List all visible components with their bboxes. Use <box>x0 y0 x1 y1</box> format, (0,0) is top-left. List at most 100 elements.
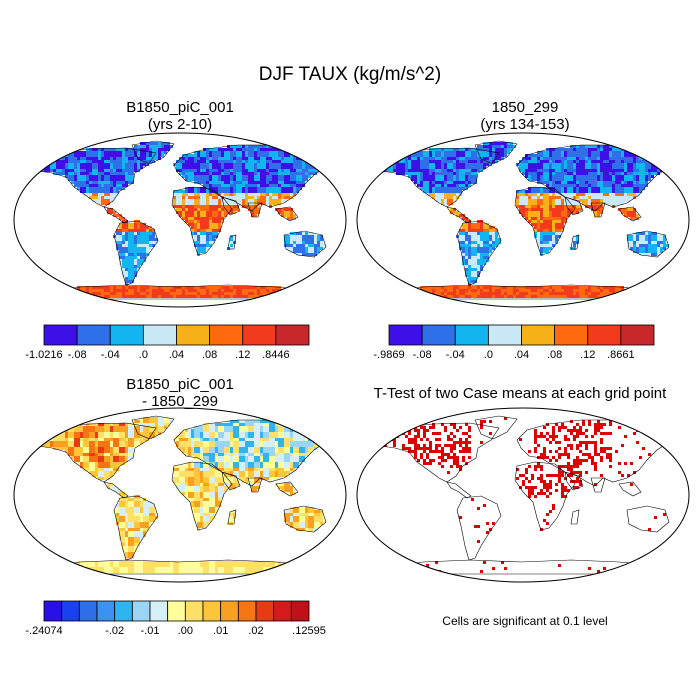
grid-cell <box>510 148 513 151</box>
grid-cell <box>209 226 212 229</box>
grid-cell <box>612 205 615 208</box>
grid-cell <box>203 175 206 178</box>
panel-bl-title: B1850_piC_001 - 1850_299 <box>60 376 300 410</box>
grid-cell <box>266 286 269 289</box>
grid-cell <box>489 238 492 241</box>
grid-cell <box>245 199 248 202</box>
grid-cell <box>633 169 636 172</box>
grid-cell <box>233 193 236 196</box>
grid-cell <box>429 163 432 166</box>
grid-cell <box>468 160 471 163</box>
grid-cell <box>143 256 146 259</box>
grid-cell <box>206 238 209 241</box>
grid-cell <box>230 426 233 429</box>
grid-cell <box>543 223 546 226</box>
grid-cell <box>212 211 215 214</box>
grid-cell <box>621 172 624 175</box>
grid-cell <box>125 241 128 244</box>
grid-cell <box>200 202 203 205</box>
grid-cell <box>474 163 477 166</box>
grid-cell <box>555 157 558 160</box>
grid-cell <box>125 166 128 169</box>
grid-cell <box>239 154 242 157</box>
grid-cell <box>284 435 287 438</box>
grid-cell <box>272 148 275 151</box>
grid-cell <box>296 166 299 169</box>
grid-cell <box>453 190 456 193</box>
grid-cell <box>314 157 317 160</box>
grid-cell <box>206 202 209 205</box>
grid-cell <box>203 199 206 202</box>
grid-cell <box>462 157 465 160</box>
grid-cell <box>218 187 221 190</box>
grid-cell <box>426 172 429 175</box>
grid-cell <box>576 292 579 295</box>
grid-cell <box>642 295 645 298</box>
grid-cell <box>435 163 438 166</box>
grid-cell <box>513 295 516 298</box>
grid-cell <box>227 151 230 154</box>
grid-cell <box>281 154 284 157</box>
grid-cell <box>146 426 149 429</box>
grid-cell <box>194 426 197 429</box>
grid-cell <box>86 295 89 298</box>
grid-cell <box>600 181 603 184</box>
grid-cell <box>257 205 260 208</box>
grid-cell <box>257 208 260 211</box>
grid-cell <box>125 292 128 295</box>
grid-cell <box>639 247 642 250</box>
grid-cell <box>197 244 200 247</box>
grid-cell <box>320 244 323 247</box>
grid-cell <box>176 202 179 205</box>
grid-cell <box>245 292 248 295</box>
grid-cell <box>486 235 489 238</box>
grid-cell <box>414 178 417 181</box>
grid-cell <box>266 148 269 151</box>
grid-cell <box>600 157 603 160</box>
grid-cell <box>296 178 299 181</box>
grid-cell <box>588 289 591 292</box>
grid-cell <box>612 196 615 199</box>
grid-cell <box>311 432 314 435</box>
grid-cell <box>651 169 654 172</box>
grid-cell <box>648 157 651 160</box>
grid-cell <box>194 169 197 172</box>
grid-cell <box>534 211 537 214</box>
grid-cell <box>296 238 299 241</box>
grid-cell <box>483 253 486 256</box>
grid-cell <box>269 157 272 160</box>
grid-cell <box>293 184 296 187</box>
grid-cell <box>104 295 107 298</box>
grid-cell <box>537 187 540 190</box>
grid-cell <box>215 199 218 202</box>
grid-cell <box>242 429 245 432</box>
grid-cell <box>287 235 290 238</box>
grid-cell <box>429 193 432 196</box>
grid-cell <box>654 235 657 238</box>
grid-cell <box>483 244 486 247</box>
grid-cell <box>242 435 245 438</box>
grid-cell <box>77 151 80 154</box>
grid-cell <box>113 160 116 163</box>
grid-cell <box>98 423 101 426</box>
grid-cell <box>489 286 492 289</box>
grid-cell <box>227 438 230 441</box>
grid-cell <box>516 190 519 193</box>
grid-cell <box>657 172 660 175</box>
grid-cell <box>606 157 609 160</box>
grid-cell <box>384 295 387 298</box>
grid-cell <box>248 154 251 157</box>
grid-cell <box>137 295 140 298</box>
grid-cell <box>236 154 239 157</box>
grid-cell <box>543 181 546 184</box>
grid-cell <box>227 289 230 292</box>
grid-cell <box>456 286 459 289</box>
grid-cell <box>134 295 137 298</box>
grid-cell <box>245 438 248 441</box>
grid-cell <box>242 160 245 163</box>
grid-cell <box>480 157 483 160</box>
grid-cell <box>119 175 122 178</box>
grid-cell <box>314 160 317 163</box>
grid-cell <box>251 160 254 163</box>
grid-cell <box>633 247 636 250</box>
